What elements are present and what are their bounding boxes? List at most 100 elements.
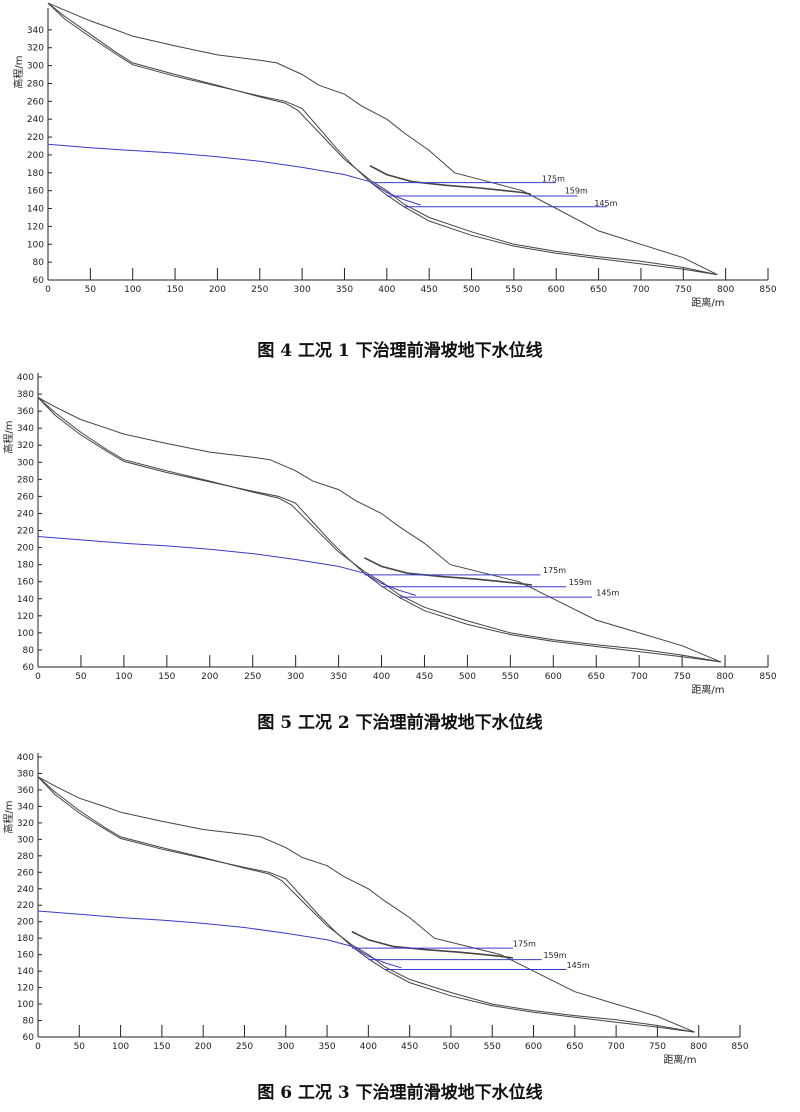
level-label: 145m	[594, 199, 617, 208]
x-tick-label: 450	[416, 672, 433, 682]
level-label: 175m	[542, 175, 565, 184]
x-tick-label: 50	[85, 285, 97, 295]
y-tick-label: 360	[17, 407, 34, 417]
chart-svg: 0 50 100 150 200 250 300 350 400 450 500 550 600 650 7…	[2, 373, 777, 696]
x-tick-label: 250	[244, 672, 261, 682]
y-tick-label: 220	[17, 901, 34, 911]
x-tick-label: 800	[690, 1042, 707, 1052]
x-tick-label: 400	[373, 672, 390, 682]
chart-figure-4: 0 50 100 150 200 250 300 350 400 450 500 550 600 650 7…	[0, 0, 800, 320]
y-tick-label: 180	[17, 934, 34, 944]
y-tick-label: 120	[17, 612, 34, 622]
x-tick-label: 250	[251, 285, 268, 295]
y-tick-label: 320	[17, 819, 34, 829]
x-tick-label: 700	[632, 285, 649, 295]
series-line-slip-3	[369, 164, 531, 195]
level-label: 159m	[569, 578, 592, 587]
y-tick-label: 200	[17, 918, 34, 928]
y-tick-label: 300	[17, 835, 34, 845]
x-tick-label: 850	[759, 672, 776, 682]
x-tick-label: 150	[158, 672, 175, 682]
y-tick-label: 240	[27, 115, 44, 125]
y-tick-label: 140	[27, 205, 44, 215]
series-line-slip-1	[47, 2, 718, 276]
x-tick-label: 0	[45, 285, 51, 295]
y-tick-label: 100	[17, 1000, 34, 1010]
x-tick-label: 500	[459, 672, 476, 682]
figure-caption: 图 6 工况 3 下治理前滑坡地下水位线	[257, 1083, 543, 1103]
y-tick-label: 120	[17, 984, 34, 994]
y-axis-label: 高程/m	[2, 420, 15, 453]
y-tick-label: 280	[27, 79, 44, 89]
series-line-slip-2	[37, 776, 695, 1033]
y-tick-label: 100	[17, 629, 34, 639]
x-tick-label: 300	[294, 285, 311, 295]
x-tick-label: 350	[318, 1042, 335, 1052]
series-line-slip-1	[37, 776, 695, 1033]
x-tick-label: 200	[201, 672, 218, 682]
y-tick-label: 220	[27, 133, 44, 143]
x-tick-label: 300	[287, 672, 304, 682]
x-tick-label: 200	[195, 1042, 212, 1052]
x-tick-label: 350	[336, 285, 353, 295]
x-tick-label: 50	[74, 1042, 86, 1052]
level-label: 159m	[565, 186, 588, 195]
series-line-slip-2	[47, 2, 718, 276]
y-tick-label: 160	[17, 578, 34, 588]
x-tick-label: 350	[330, 672, 347, 682]
y-axis-label: 高程/m	[2, 800, 15, 833]
y-tick-label: 60	[33, 276, 45, 286]
x-tick-label: 800	[717, 285, 734, 295]
chart-figure-6: 0 50 100 150 200 250 300 350 400 450 500 550 600 650 7…	[0, 745, 800, 1075]
x-tick-label: 650	[566, 1042, 583, 1052]
series-line-slip-3	[364, 557, 532, 586]
x-tick-label: 850	[759, 285, 776, 295]
x-tick-label: 400	[378, 285, 395, 295]
y-tick-label: 240	[17, 885, 34, 895]
x-tick-label: 450	[401, 1042, 418, 1052]
x-axis-label: 距离/m	[691, 296, 724, 309]
x-tick-label: 100	[115, 672, 132, 682]
x-tick-label: 500	[442, 1042, 459, 1052]
y-axis-label: 高程/m	[12, 55, 25, 88]
series-line-water-table	[37, 910, 402, 969]
chart-svg: 0 50 100 150 200 250 300 350 400 450 500 550 600 650 7…	[2, 753, 749, 1066]
level-label: 159m	[543, 951, 566, 960]
y-tick-label: 360	[17, 786, 34, 796]
y-tick-label: 380	[17, 769, 34, 779]
x-tick-label: 150	[153, 1042, 170, 1052]
x-tick-label: 600	[545, 672, 562, 682]
x-tick-label: 850	[731, 1042, 748, 1052]
x-tick-label: 550	[505, 285, 522, 295]
series-line-water-table	[37, 536, 417, 596]
x-tick-label: 600	[525, 1042, 542, 1052]
y-tick-label: 340	[27, 26, 44, 36]
figure-caption: 图 5 工况 2 下治理前滑坡地下水位线	[257, 713, 543, 733]
x-tick-label: 200	[209, 285, 226, 295]
x-tick-label: 700	[608, 1042, 625, 1052]
y-tick-label: 380	[17, 390, 34, 400]
x-tick-label: 450	[421, 285, 438, 295]
y-tick-label: 180	[17, 561, 34, 571]
figure-caption: 图 4 工况 1 下治理前滑坡地下水位线	[257, 341, 543, 361]
y-tick-label: 100	[27, 240, 44, 250]
x-axis-label: 距离/m	[691, 683, 724, 696]
y-tick-label: 280	[17, 852, 34, 862]
series-line-water-table	[47, 143, 421, 206]
x-tick-label: 300	[277, 1042, 294, 1052]
level-label: 175m	[513, 939, 536, 948]
x-tick-label: 800	[716, 672, 733, 682]
x-tick-label: 0	[35, 672, 41, 682]
x-tick-label: 100	[124, 285, 141, 295]
level-label: 145m	[596, 588, 619, 597]
series-line-ground	[37, 776, 695, 1033]
x-tick-label: 600	[548, 285, 565, 295]
y-tick-label: 300	[17, 458, 34, 468]
y-tick-label: 280	[17, 475, 34, 485]
y-tick-label: 260	[17, 492, 34, 502]
x-tick-label: 250	[236, 1042, 253, 1052]
y-tick-label: 320	[17, 441, 34, 451]
y-tick-label: 400	[17, 753, 34, 763]
series-line-slip-2	[37, 397, 721, 663]
level-label: 175m	[543, 566, 566, 575]
